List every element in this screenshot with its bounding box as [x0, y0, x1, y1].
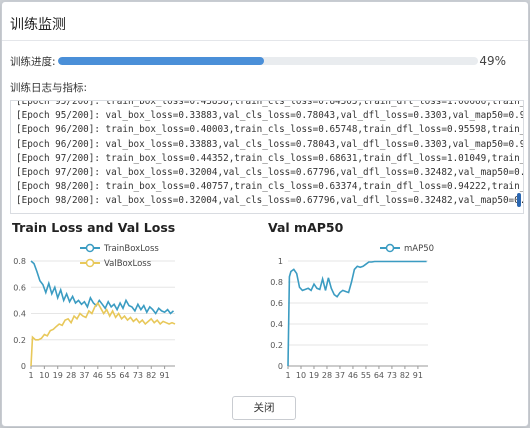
x-tick-label: 37: [335, 371, 345, 380]
log-line: [Epoch 95/200]: train_box_loss=0.43858,t…: [16, 100, 523, 107]
log-lines: [Epoch 95/200]: train_box_loss=0.43858,t…: [16, 100, 524, 209]
legend-label: ValBoxLoss: [104, 259, 152, 269]
log-line: [Epoch 96/200]: train_box_loss=0.40003,t…: [16, 124, 523, 136]
y-tick-label: 0.2: [13, 336, 26, 345]
log-line: [Epoch 98/200]: val_box_loss=0.32004,val…: [16, 195, 524, 207]
dialog-title: 训练监测: [10, 17, 66, 33]
legend-label: mAP50: [404, 244, 434, 254]
y-tick-label: 0.4: [270, 320, 283, 329]
y-tick-label: 0: [21, 362, 26, 371]
legend-marker: [85, 243, 95, 253]
loss-chart-title: Train Loss and Val Loss: [12, 220, 176, 235]
map-chart-title: Val mAP50: [268, 220, 344, 235]
series-line-mAP50: [287, 260, 427, 367]
x-tick-label: 1: [28, 371, 33, 380]
x-tick-label: 1: [285, 371, 290, 380]
legend-label: TrainBoxLoss: [103, 244, 159, 254]
y-tick-label: 0.8: [270, 278, 283, 287]
x-tick-label: 55: [361, 371, 371, 380]
log-line: [Epoch 95/200]: val_box_loss=0.33883,val…: [16, 110, 524, 122]
y-tick-label: 0: [278, 362, 283, 371]
title-divider: [2, 40, 528, 41]
x-tick-label: 28: [66, 371, 76, 380]
series-line-ValBoxLoss: [30, 301, 176, 367]
training-log[interactable]: [Epoch 95/200]: train_box_loss=0.43858,t…: [10, 100, 524, 214]
log-line: [Epoch 98/200]: train_box_loss=0.40757,t…: [16, 181, 523, 193]
y-tick-label: 0.6: [270, 299, 283, 308]
log-line: [Epoch 96/200]: val_box_loss=0.33883,val…: [16, 138, 524, 150]
log-line: [Epoch 97/200]: train_box_loss=0.44352,t…: [16, 152, 523, 164]
loss-chart: 00.20.40.60.81 10 19 28 37 46 55 64 73 82 91TrainB…: [13, 243, 176, 380]
y-tick-label: 0.4: [13, 310, 26, 319]
log-line: [Epoch 97/200]: val_box_loss=0.32004,val…: [16, 167, 524, 179]
x-tick-label: 37: [79, 371, 89, 380]
progress-percent: 49%: [479, 54, 506, 68]
x-tick-label: 19: [309, 371, 319, 380]
x-tick-label: 64: [119, 371, 129, 380]
x-tick-label: 82: [146, 371, 156, 380]
x-tick-label: 55: [106, 371, 116, 380]
x-tick-label: 19: [53, 371, 63, 380]
close-button[interactable]: 关闭: [232, 396, 296, 420]
x-tick-label: 91: [413, 371, 423, 380]
x-tick-label: 10: [39, 371, 49, 380]
x-tick-label: 91: [160, 371, 170, 380]
y-tick-label: 0.8: [13, 257, 26, 266]
x-tick-label: 46: [93, 371, 103, 380]
progress-bar: [58, 57, 478, 65]
y-tick-label: 1: [278, 257, 283, 266]
y-tick-label: 0.2: [270, 341, 283, 350]
map-chart: 0 0.2 0.4 0.6 0.8 1 1 10 19 28 37 46 55 64 73 82 91 mAP50: [270, 243, 434, 380]
progress-label: 训练进度:: [10, 56, 56, 68]
x-tick-label: 28: [322, 371, 332, 380]
x-tick-label: 82: [400, 371, 410, 380]
legend-marker: [385, 243, 395, 253]
x-tick-label: 10: [296, 371, 306, 380]
x-tick-label: 64: [374, 371, 384, 380]
x-tick-label: 46: [348, 371, 358, 380]
series-line-TrainBoxLoss: [30, 260, 175, 315]
legend-marker: [85, 258, 95, 268]
y-tick-label: 0.6: [13, 283, 26, 292]
x-tick-label: 73: [387, 371, 397, 380]
x-tick-label: 73: [133, 371, 143, 380]
log-label: 训练日志与指标:: [10, 82, 88, 94]
progress-bar-fill: [58, 57, 264, 65]
log-scrollbar-thumb[interactable]: [517, 193, 521, 207]
